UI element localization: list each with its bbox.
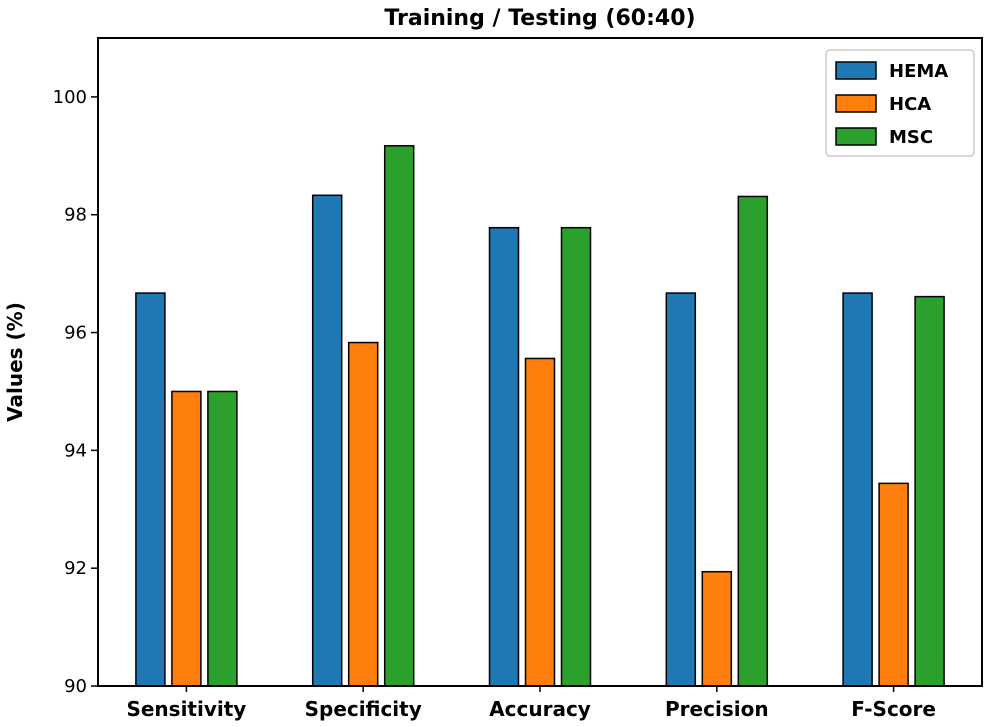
plot-frame <box>97 37 983 687</box>
x-tick-label: Accuracy <box>489 697 591 721</box>
y-tick-label: 90 <box>64 676 87 697</box>
y-tick-label: 94 <box>64 440 87 461</box>
legend: HEMA HCA MSC <box>825 49 975 157</box>
bar-msc-f-score <box>914 295 945 687</box>
legend-label-hca: HCA <box>889 94 931 115</box>
bar-msc-sensitivity <box>207 390 238 687</box>
bars-group <box>135 145 945 687</box>
bar-msc-accuracy <box>560 226 592 687</box>
y-ticks-group: 90 92 94 96 98 100 <box>53 87 98 697</box>
x-tick-label: Specificity <box>305 697 422 721</box>
bar-hca-sensitivity <box>171 390 202 687</box>
bar-hca-precision <box>701 570 733 687</box>
x-tick-label: Sensitivity <box>126 697 246 721</box>
y-tick-label: 98 <box>64 205 87 226</box>
bar-hca-specificity <box>347 341 379 687</box>
x-tick-label: Precision <box>665 697 769 721</box>
y-tick-label: 92 <box>64 558 87 579</box>
legend-label-hema: HEMA <box>889 61 948 82</box>
bar-hca-accuracy <box>524 357 556 687</box>
bar-hema-accuracy <box>488 226 520 687</box>
y-tick-label: 100 <box>53 87 87 108</box>
bar-msc-specificity <box>383 145 415 687</box>
bar-hema-sensitivity <box>135 292 166 687</box>
legend-swatch-hca <box>835 94 877 113</box>
chart-title: Training / Testing (60:40) <box>384 6 695 31</box>
bar-hema-precision <box>665 292 697 687</box>
legend-swatch-hema <box>835 61 877 80</box>
x-tick-label: F-Score <box>851 697 936 721</box>
legend-label-msc: MSC <box>889 127 933 148</box>
bar-hema-f-score <box>842 292 873 687</box>
bar-msc-precision <box>737 195 769 687</box>
y-tick-label: 96 <box>64 323 87 344</box>
y-axis-label: Values (%) <box>3 302 27 422</box>
x-ticks-group: Sensitivity Specificity Accuracy Precision F… <box>126 686 936 721</box>
bar-hca-f-score <box>878 482 909 687</box>
legend-swatch-msc <box>835 127 877 146</box>
bar-hema-specificity <box>311 194 343 687</box>
